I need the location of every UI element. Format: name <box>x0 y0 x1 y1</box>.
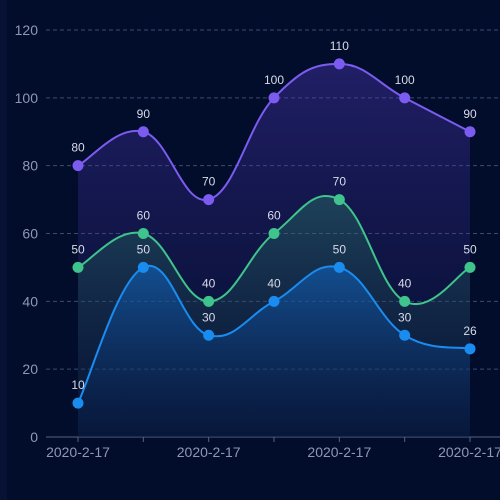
series-3-data-label: 40 <box>267 276 281 290</box>
x-tick-label: 2020-2-17 <box>46 444 110 460</box>
series-2-point <box>137 228 149 239</box>
series-areas <box>78 63 470 438</box>
series-3-area <box>78 265 470 437</box>
series-2-point <box>399 295 411 307</box>
series-1-data-label: 90 <box>463 107 477 121</box>
series-1-data-label: 90 <box>137 107 151 121</box>
y-tick-label: 0 <box>30 429 38 445</box>
series-1-point <box>137 126 149 138</box>
series-3-data-label: 50 <box>333 242 347 256</box>
series-3-point <box>399 329 411 341</box>
x-axis: 2020-2-17 2020-2-17 2020-2-17 2020-2-17 <box>46 436 500 460</box>
series-1-point <box>268 92 280 104</box>
series-1-point <box>464 126 476 138</box>
series-3-data-label: 50 <box>137 242 151 256</box>
series-1-data-label: 80 <box>71 141 85 155</box>
series-2-point <box>464 261 476 273</box>
series-1-point <box>203 194 215 206</box>
series-3-point <box>203 329 215 341</box>
series-1-point <box>72 160 84 172</box>
series-1-data-label: 100 <box>264 73 284 87</box>
y-axis: 0 20 40 60 80 100 120 <box>15 22 39 445</box>
x-tick-label: 2020-2-17 <box>307 444 371 460</box>
y-tick-label: 80 <box>22 158 38 174</box>
series-3-point <box>72 397 84 409</box>
series-2-data-label: 70 <box>333 175 347 189</box>
y-tick-label: 100 <box>15 90 39 106</box>
series-2-point <box>268 228 280 239</box>
series-3-data-label: 30 <box>202 310 216 324</box>
series-1-data-label: 110 <box>330 39 349 53</box>
x-tick-label: 2020-2-17 <box>177 444 241 460</box>
series-3-line <box>77 264 471 404</box>
series-2-data-label: 60 <box>267 209 281 223</box>
y-tick-label: 60 <box>22 226 38 242</box>
series-1-point <box>333 58 345 70</box>
series-2-data-label: 50 <box>71 242 85 256</box>
series-3-data-label: 26 <box>463 324 477 338</box>
series-3-data-label: 30 <box>398 310 412 324</box>
series-1-data-label: 70 <box>202 175 216 189</box>
series-1-point <box>399 92 411 104</box>
series-points <box>72 58 476 409</box>
series-3-point <box>333 261 345 273</box>
y-tick-label: 40 <box>22 293 38 309</box>
series-1-data-label: 100 <box>395 73 415 87</box>
y-tick-label: 120 <box>15 22 39 38</box>
series-3-point <box>268 295 280 307</box>
series-2-data-label: 50 <box>463 242 477 256</box>
series-2-point <box>72 261 84 273</box>
series-3-point <box>464 343 476 355</box>
series-2-data-label: 40 <box>398 276 412 290</box>
x-tick-label: 2020-2-17 <box>438 444 500 460</box>
series-3-data-label: 10 <box>71 378 85 392</box>
series-2-point <box>203 295 215 307</box>
series-2-point <box>333 194 345 206</box>
series-2-data-label: 40 <box>202 276 216 290</box>
series-2-data-label: 60 <box>137 209 151 223</box>
data-labels: 80 90 70 100 110 100 90 50 60 40 60 70 40 50 10 50 30 40 5… <box>71 39 477 392</box>
series-3-point <box>137 261 149 273</box>
y-tick-label: 20 <box>22 361 38 377</box>
